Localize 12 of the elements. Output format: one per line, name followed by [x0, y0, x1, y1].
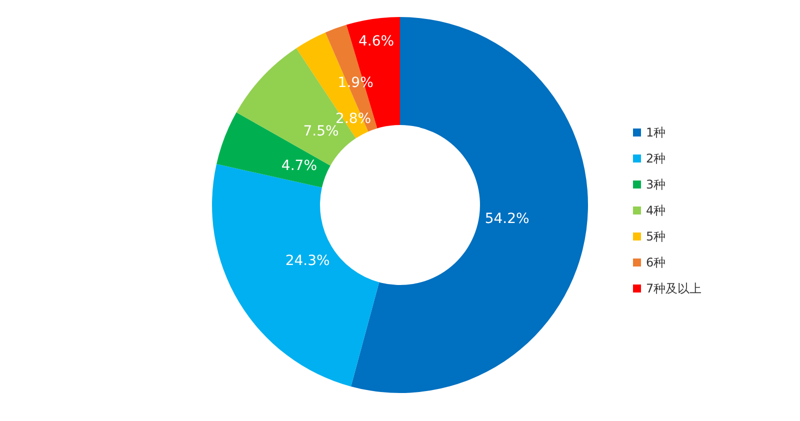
- data-label: 4.7%: [281, 158, 318, 174]
- legend-label: 5种: [646, 230, 666, 244]
- legend-label: 2种: [646, 152, 666, 166]
- legend-label: 3种: [646, 178, 666, 192]
- legend-label: 7种及以上: [646, 282, 702, 296]
- legend-label: 6种: [646, 256, 666, 270]
- data-label: 1.9%: [338, 74, 374, 91]
- legend-label: 4种: [646, 204, 666, 218]
- legend-label: 1种: [646, 126, 666, 140]
- data-label: 54.2%: [484, 211, 530, 228]
- data-label: 4.6%: [358, 34, 394, 50]
- data-label: 24.3%: [285, 252, 330, 269]
